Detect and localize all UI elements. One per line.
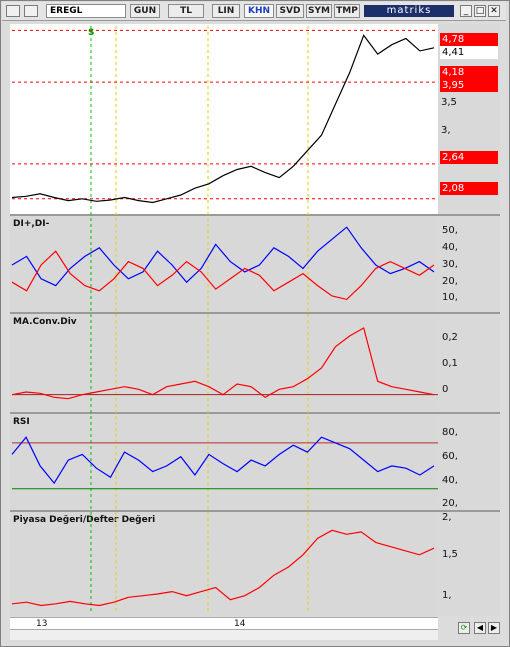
series-line-rsi <box>11 436 435 485</box>
tmp-button[interactable]: TMP <box>334 4 360 18</box>
axis-tick: 60, <box>442 451 458 462</box>
scroll-right-icon[interactable]: ▶ <box>488 622 500 634</box>
panel-title: RSI <box>13 417 30 427</box>
panel-title: MA.Conv.Div <box>13 317 77 327</box>
axis-tick: 80, <box>442 427 458 438</box>
axis-tick: 30, <box>442 259 458 270</box>
price-tag-level: 2,08 <box>440 182 498 195</box>
date-label: 13 <box>36 619 48 629</box>
axis-tick: 40, <box>442 242 458 253</box>
axis-tick: 20, <box>442 498 458 509</box>
price-tick: 3,5 <box>441 97 457 108</box>
axis-tick: 1, <box>442 590 452 601</box>
rsi-axis: 80, 60, 40, 20, <box>438 414 500 510</box>
svd-button[interactable]: SVD <box>276 4 304 18</box>
di-panel[interactable]: DI+,DI- <box>10 216 438 312</box>
maximize-button[interactable]: □ <box>474 5 486 17</box>
axis-tick: 40, <box>442 475 458 486</box>
brand-logo: matriks <box>364 5 454 17</box>
series-line-eregl <box>11 34 435 204</box>
horizontal-scrollbar[interactable] <box>10 629 438 640</box>
sym-button[interactable]: SYM <box>306 4 332 18</box>
compare-icon[interactable] <box>24 5 38 17</box>
series-line-macd <box>11 327 435 400</box>
scroll-left-icon[interactable]: ◀ <box>474 622 486 634</box>
axis-tick: 2, <box>442 512 452 523</box>
price-tag-level: 2,64 <box>440 151 498 164</box>
panel-divider[interactable] <box>10 214 500 216</box>
khn-button[interactable]: KHN <box>244 4 274 18</box>
axis-tick: 20, <box>442 276 458 287</box>
close-button[interactable]: ✕ <box>488 5 500 17</box>
period-button[interactable]: GUN <box>130 4 160 18</box>
series-line-di- <box>11 250 435 301</box>
date-label: 14 <box>234 619 246 629</box>
price-tag-level: 3,95 <box>440 79 498 92</box>
panel-divider[interactable] <box>10 412 500 414</box>
minimize-button[interactable]: _ <box>460 5 472 17</box>
date-axis: 13 14 <box>10 617 438 630</box>
chart-icon[interactable] <box>6 5 20 17</box>
macd-axis: 0,2 0,1 0 <box>438 314 500 412</box>
panel-divider[interactable] <box>10 312 500 314</box>
axis-tick: 0 <box>442 384 449 395</box>
macd-panel[interactable]: MA.Conv.Div <box>10 314 438 412</box>
price-tag-support: 4,18 <box>440 66 498 79</box>
price-tick: 3, <box>441 125 451 136</box>
series-line-pd-dd <box>11 529 435 607</box>
panel-divider[interactable] <box>10 510 500 512</box>
symbol-field[interactable]: EREGL <box>46 4 126 18</box>
panel-title: Piyasa Değeri/Defter Değeri <box>13 515 156 525</box>
pddd-axis: 2, 1,5 1, <box>438 512 500 616</box>
axis-tick: 10, <box>442 292 458 303</box>
price-panel[interactable] <box>10 24 438 214</box>
di-axis: 50, 40, 30, 20, 10, <box>438 216 500 312</box>
toolbar: EREGL GUN TL LIN KHN SVD SYM TMP matriks… <box>2 2 506 21</box>
axis-tick: 50, <box>442 225 458 236</box>
price-tag-resistance: 4,78 <box>440 33 498 46</box>
axis-tick: 1,5 <box>442 549 458 560</box>
series-line-di- <box>11 226 435 287</box>
panel-title: DI+,DI- <box>13 219 50 229</box>
pddd-panel[interactable]: Piyasa Değeri/Defter Değeri <box>10 512 438 616</box>
currency-button[interactable]: TL <box>168 4 204 18</box>
refresh-icon[interactable]: ⟳ <box>458 622 470 634</box>
axis-tick: 0,2 <box>442 332 458 343</box>
signal-marker: S <box>88 28 95 38</box>
price-tag-last: 4,41 <box>440 46 498 59</box>
axis-tick: 0,1 <box>442 358 458 369</box>
scale-button[interactable]: LIN <box>212 4 240 18</box>
